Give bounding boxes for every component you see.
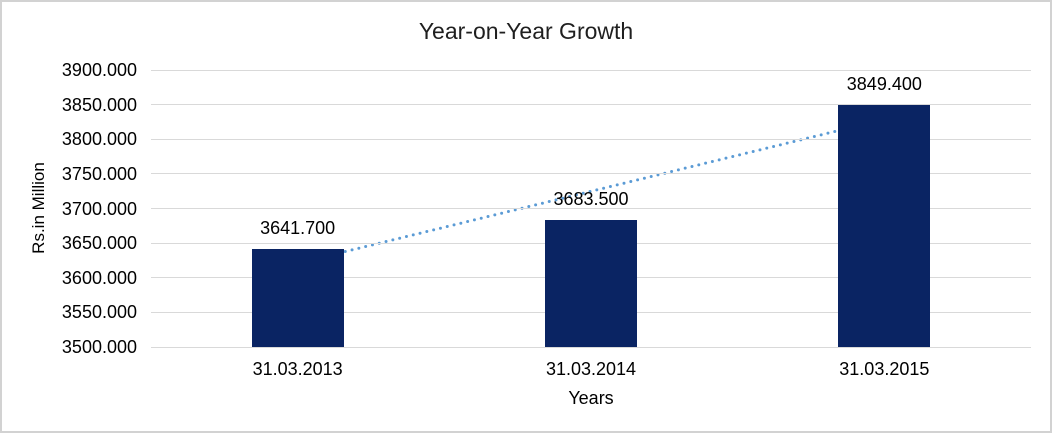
trendline — [296, 117, 886, 265]
y-tick-label: 3700.000 — [61, 198, 137, 219]
y-tick-label: 3600.000 — [61, 267, 137, 288]
gridline — [151, 104, 1031, 106]
gridline — [151, 173, 1031, 175]
y-tick-label: 3900.000 — [61, 60, 137, 80]
data-label: 3849.400 — [846, 74, 922, 95]
gridline — [151, 346, 1031, 348]
data-label: 3683.500 — [553, 188, 629, 209]
gridline — [151, 69, 1031, 71]
y-tick-label: 3650.000 — [61, 233, 137, 254]
bar-31.03.2015 — [838, 105, 931, 347]
y-tick-label: 3800.000 — [61, 129, 137, 150]
data-label: 3641.700 — [260, 217, 336, 238]
gridline — [151, 208, 1031, 209]
y-tick-label: 3750.000 — [61, 163, 137, 184]
x-axis-title: Years — [568, 388, 614, 408]
chart-title: Year-on-Year Growth — [418, 18, 634, 44]
x-tick-label: 31.03.2015 — [839, 359, 930, 379]
bar-31.03.2014 — [545, 219, 637, 347]
bar-31.03.2013 — [251, 248, 344, 347]
y-tick-label: 3850.000 — [61, 94, 137, 115]
trendline-dotted-line — [296, 117, 886, 265]
x-tick-label: 31.03.2013 — [252, 359, 343, 379]
gridline — [151, 138, 1031, 140]
x-tick-label: 31.03.2014 — [545, 359, 637, 379]
y-tick-label: 3500.000 — [61, 337, 137, 357]
y-tick-label: 3550.000 — [61, 302, 137, 323]
plot-area — [151, 69, 1031, 348]
